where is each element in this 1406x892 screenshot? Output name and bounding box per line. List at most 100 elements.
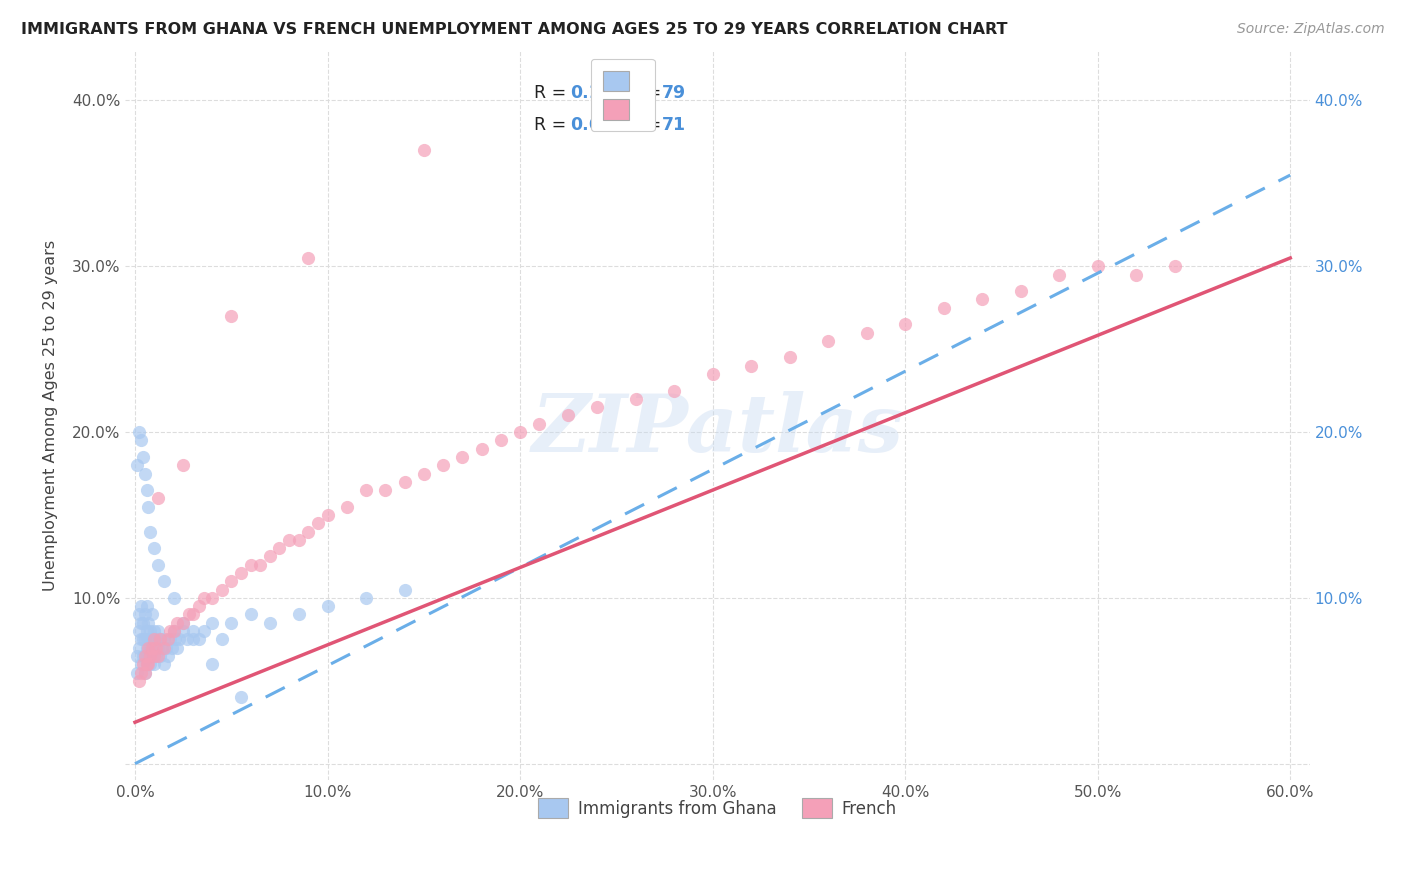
- Point: [894, 318, 917, 332]
- Point: [336, 500, 359, 514]
- Point: [131, 657, 153, 672]
- Y-axis label: Unemployment Among Ages 25 to 29 years: Unemployment Among Ages 25 to 29 years: [44, 240, 58, 591]
- Point: [177, 607, 200, 622]
- Point: [135, 599, 157, 614]
- Point: [146, 558, 169, 572]
- Point: [134, 665, 156, 680]
- Point: [128, 673, 150, 688]
- Point: [354, 591, 377, 605]
- Point: [129, 632, 152, 647]
- Point: [155, 640, 177, 655]
- Point: [187, 632, 209, 647]
- Point: [141, 607, 163, 622]
- Point: [149, 648, 172, 663]
- Point: [153, 574, 176, 589]
- Point: [139, 657, 162, 672]
- Point: [135, 640, 157, 655]
- Point: [239, 558, 262, 572]
- Point: [145, 640, 167, 655]
- Point: [141, 648, 163, 663]
- Point: [172, 624, 194, 638]
- Point: [134, 665, 156, 680]
- Point: [129, 615, 152, 630]
- Point: [129, 657, 152, 672]
- Point: [166, 615, 188, 630]
- Point: [624, 392, 647, 406]
- Text: Source: ZipAtlas.com: Source: ZipAtlas.com: [1237, 22, 1385, 37]
- Point: [855, 326, 877, 340]
- Point: [160, 640, 183, 655]
- Point: [1010, 284, 1032, 298]
- Point: [138, 657, 160, 672]
- Point: [128, 640, 150, 655]
- Point: [143, 640, 166, 655]
- Point: [139, 648, 162, 663]
- Point: [219, 574, 242, 589]
- Point: [229, 566, 252, 580]
- Text: 71: 71: [662, 116, 686, 134]
- Point: [316, 508, 339, 522]
- Point: [135, 657, 157, 672]
- Point: [146, 640, 169, 655]
- Point: [932, 301, 955, 315]
- Point: [150, 640, 173, 655]
- Point: [211, 582, 233, 597]
- Point: [128, 624, 150, 638]
- Point: [143, 648, 166, 663]
- Point: [529, 417, 551, 431]
- Point: [166, 640, 188, 655]
- Point: [229, 690, 252, 705]
- Point: [181, 607, 204, 622]
- Point: [131, 450, 153, 464]
- Point: [153, 640, 176, 655]
- Point: [201, 657, 224, 672]
- Text: ZIPatlas: ZIPatlas: [531, 392, 904, 469]
- Point: [149, 632, 172, 647]
- Point: [489, 434, 512, 448]
- Point: [135, 657, 157, 672]
- Point: [125, 665, 148, 680]
- Point: [138, 640, 160, 655]
- Point: [354, 483, 377, 497]
- Point: [259, 549, 281, 564]
- Point: [187, 599, 209, 614]
- Point: [557, 409, 579, 423]
- Point: [146, 491, 169, 506]
- Point: [129, 665, 152, 680]
- Text: N =: N =: [617, 84, 666, 102]
- Point: [146, 648, 169, 663]
- Point: [134, 467, 156, 481]
- Point: [135, 624, 157, 638]
- Point: [131, 632, 153, 647]
- Point: [125, 458, 148, 473]
- Point: [131, 615, 153, 630]
- Point: [165, 632, 187, 647]
- Point: [239, 607, 262, 622]
- Point: [169, 632, 191, 647]
- Point: [139, 624, 162, 638]
- Point: [278, 533, 301, 547]
- Point: [131, 648, 153, 663]
- Point: [316, 599, 339, 614]
- Point: [201, 591, 224, 605]
- Point: [145, 632, 167, 647]
- Point: [172, 615, 194, 630]
- Point: [138, 648, 160, 663]
- Point: [307, 516, 329, 531]
- Point: [128, 425, 150, 439]
- Text: R =: R =: [534, 116, 572, 134]
- Point: [156, 648, 179, 663]
- Point: [146, 624, 169, 638]
- Point: [201, 615, 224, 630]
- Point: [219, 309, 242, 323]
- Point: [412, 143, 434, 157]
- Point: [172, 458, 194, 473]
- Point: [153, 632, 176, 647]
- Point: [134, 607, 156, 622]
- Point: [143, 657, 166, 672]
- Point: [972, 293, 994, 307]
- Point: [412, 467, 434, 481]
- Point: [153, 657, 176, 672]
- Point: [129, 434, 152, 448]
- Point: [779, 351, 801, 365]
